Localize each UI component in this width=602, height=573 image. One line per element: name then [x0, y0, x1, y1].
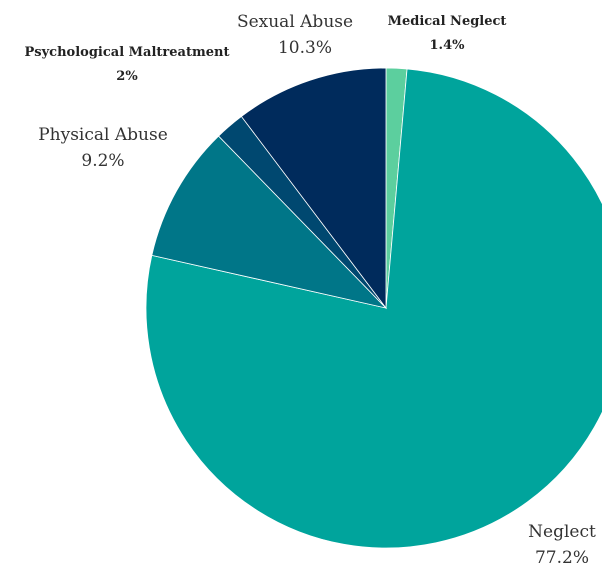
- pie-slice-sexual-abuse: [240, 67, 387, 310]
- pie-slice-physical-abuse: [151, 135, 388, 309]
- label-psychological-maltreatment: Psychological Maltreatment 2%: [25, 45, 230, 84]
- slice-label-medical-neglect: Medical Neglect: [388, 14, 507, 29]
- slice-label-psychological-maltreatment: Psychological Maltreatment: [25, 45, 230, 60]
- slice-value-neglect: 77.2%: [535, 548, 589, 568]
- slice-label-sexual-abuse: Sexual Abuse: [237, 12, 353, 32]
- label-physical-abuse: Physical Abuse 9.2%: [38, 125, 168, 171]
- slice-label-neglect: Neglect: [528, 522, 596, 542]
- pie-slices: [145, 67, 602, 549]
- pie-slice-neglect: [145, 68, 602, 549]
- slice-value-sexual-abuse: 10.3%: [278, 38, 332, 58]
- label-neglect: Neglect 77.2%: [528, 522, 596, 568]
- label-medical-neglect: Medical Neglect 1.4%: [388, 14, 507, 53]
- slice-value-physical-abuse: 9.2%: [81, 151, 124, 171]
- slice-value-medical-neglect: 1.4%: [430, 38, 466, 53]
- slice-label-physical-abuse: Physical Abuse: [38, 125, 168, 145]
- slice-value-psychological-maltreatment: 2%: [116, 69, 138, 84]
- label-sexual-abuse: Sexual Abuse 10.3%: [237, 12, 353, 58]
- pie-labels: Medical Neglect 1.4% Neglect 77.2% Physi…: [25, 12, 596, 568]
